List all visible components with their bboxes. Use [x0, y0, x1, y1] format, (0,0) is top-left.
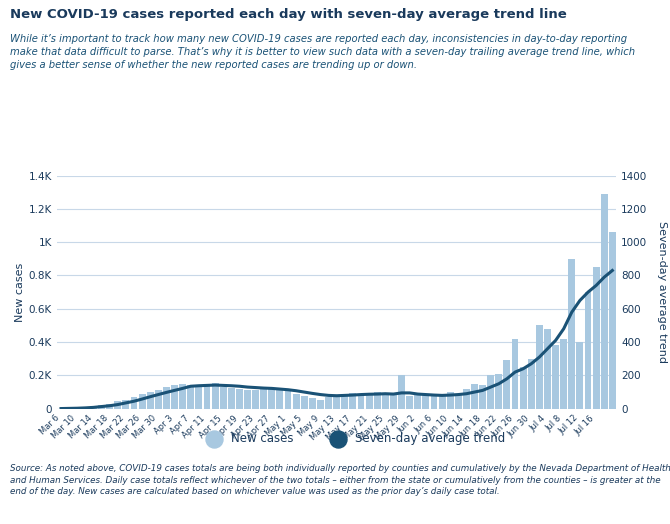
Bar	[293, 394, 299, 409]
Bar	[487, 375, 494, 409]
Text: Source: As noted above, COVID-19 cases totals are being both individually report: Source: As noted above, COVID-19 cases t…	[10, 464, 670, 496]
Bar	[115, 401, 121, 409]
Bar	[593, 267, 600, 409]
Text: New cases: New cases	[231, 432, 293, 445]
Bar	[139, 394, 145, 409]
Bar	[406, 396, 413, 409]
Y-axis label: Seven-day average trend: Seven-day average trend	[657, 221, 667, 363]
Bar	[163, 387, 170, 409]
Bar	[301, 396, 308, 409]
Bar	[196, 386, 202, 409]
Bar	[479, 386, 486, 409]
Bar	[244, 389, 251, 409]
Bar	[390, 396, 397, 409]
Bar	[269, 388, 275, 409]
Bar	[552, 345, 559, 409]
Bar	[171, 386, 178, 409]
Bar	[560, 339, 567, 409]
Bar	[503, 361, 511, 409]
Bar	[382, 393, 389, 409]
Bar	[439, 396, 446, 409]
Bar	[358, 395, 364, 409]
Bar	[463, 389, 470, 409]
Bar	[179, 384, 186, 409]
Bar	[333, 396, 340, 409]
Bar	[90, 406, 97, 409]
Bar	[455, 395, 462, 409]
Bar	[277, 390, 283, 409]
Bar	[260, 389, 267, 409]
Bar	[495, 374, 502, 409]
Bar	[285, 391, 291, 409]
Bar	[82, 407, 88, 409]
Y-axis label: New cases: New cases	[15, 263, 25, 322]
Text: While it’s important to track how many new COVID-19 cases are reported each day,: While it’s important to track how many n…	[10, 34, 635, 70]
Bar	[98, 406, 105, 409]
Bar	[188, 385, 194, 409]
Bar	[528, 359, 535, 409]
Text: Seven-day average trend: Seven-day average trend	[355, 432, 505, 445]
Bar	[341, 394, 348, 409]
Bar	[325, 397, 332, 409]
Bar	[366, 394, 373, 409]
Bar	[609, 232, 616, 409]
Bar	[228, 388, 234, 409]
Bar	[544, 329, 551, 409]
Bar	[414, 394, 421, 409]
Bar	[147, 392, 153, 409]
Bar	[350, 393, 356, 409]
Bar	[309, 398, 316, 409]
Bar	[585, 292, 592, 409]
Point	[333, 435, 344, 443]
Bar	[212, 383, 218, 409]
Bar	[422, 395, 429, 409]
Bar	[447, 392, 454, 409]
Bar	[155, 389, 161, 409]
Bar	[536, 325, 543, 409]
Bar	[512, 339, 519, 409]
Bar	[74, 408, 80, 409]
Bar	[107, 403, 113, 409]
Bar	[252, 390, 259, 409]
Bar	[601, 194, 608, 409]
Bar	[431, 396, 438, 409]
Bar	[131, 397, 137, 409]
Bar	[123, 400, 129, 409]
Bar	[520, 367, 527, 409]
Bar	[204, 386, 210, 409]
Bar	[576, 342, 584, 409]
Bar	[568, 259, 576, 409]
Bar	[374, 392, 381, 409]
Bar	[220, 387, 226, 409]
Bar	[317, 400, 324, 409]
Text: New COVID-19 cases reported each day with seven-day average trend line: New COVID-19 cases reported each day wit…	[10, 8, 567, 21]
Bar	[471, 384, 478, 409]
Bar	[398, 375, 405, 409]
Bar	[236, 389, 243, 409]
Point	[209, 435, 220, 443]
